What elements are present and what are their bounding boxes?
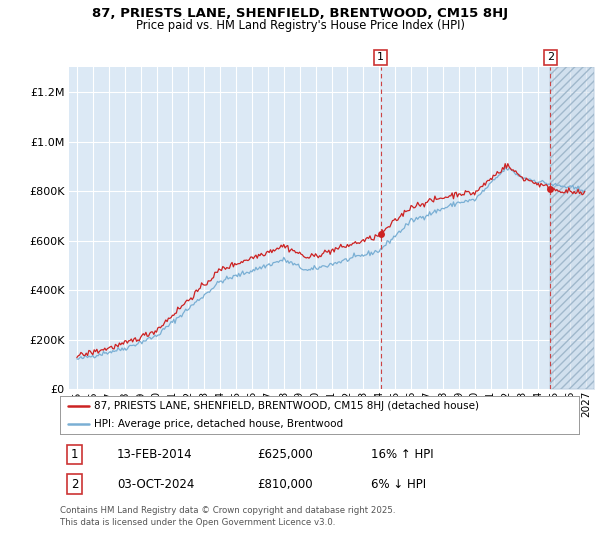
Text: 87, PRIESTS LANE, SHENFIELD, BRENTWOOD, CM15 8HJ (detached house): 87, PRIESTS LANE, SHENFIELD, BRENTWOOD, … (94, 401, 479, 411)
Text: Contains HM Land Registry data © Crown copyright and database right 2025.
This d: Contains HM Land Registry data © Crown c… (60, 506, 395, 527)
Text: 03-OCT-2024: 03-OCT-2024 (117, 478, 194, 491)
Text: 16% ↑ HPI: 16% ↑ HPI (371, 448, 434, 461)
Text: £810,000: £810,000 (257, 478, 313, 491)
Text: Price paid vs. HM Land Registry's House Price Index (HPI): Price paid vs. HM Land Registry's House … (136, 19, 464, 32)
Text: 2: 2 (547, 53, 554, 62)
Text: 2: 2 (71, 478, 78, 491)
Text: 6% ↓ HPI: 6% ↓ HPI (371, 478, 427, 491)
Text: £625,000: £625,000 (257, 448, 313, 461)
Text: 13-FEB-2014: 13-FEB-2014 (117, 448, 193, 461)
Text: 87, PRIESTS LANE, SHENFIELD, BRENTWOOD, CM15 8HJ: 87, PRIESTS LANE, SHENFIELD, BRENTWOOD, … (92, 7, 508, 20)
Text: 1: 1 (71, 448, 78, 461)
Text: HPI: Average price, detached house, Brentwood: HPI: Average price, detached house, Bren… (94, 419, 343, 429)
Text: 1: 1 (377, 53, 384, 62)
